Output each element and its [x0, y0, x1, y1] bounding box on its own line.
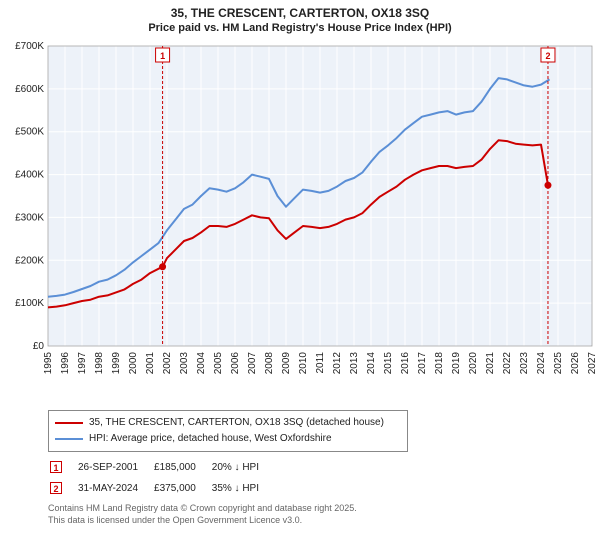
x-axis-tick: 2014: [366, 352, 377, 375]
x-axis-tick: 2021: [485, 352, 496, 375]
marker-box: 1: [50, 461, 62, 473]
x-axis-tick: 2008: [264, 352, 275, 375]
x-axis-tick: 1997: [77, 352, 88, 375]
tx-date: 31-MAY-2024: [78, 479, 152, 498]
x-axis-tick: 2015: [383, 352, 394, 375]
chart-title-line2: Price paid vs. HM Land Registry's House …: [0, 22, 600, 34]
x-axis-tick: 2000: [128, 352, 139, 375]
marker-label: 1: [160, 51, 165, 61]
x-axis-tick: 2027: [587, 352, 598, 375]
tx-price: £375,000: [154, 479, 210, 498]
x-axis-tick: 2002: [162, 352, 173, 375]
x-axis-tick: 1996: [60, 352, 71, 375]
transaction-table: 1 26-SEP-2001£185,00020% ↓ HPI 2 31-MAY-202…: [48, 456, 275, 500]
x-axis-tick: 2006: [230, 352, 241, 375]
y-axis-tick: £700K: [15, 41, 44, 52]
y-axis-tick: £600K: [15, 84, 44, 95]
x-axis-tick: 2023: [519, 352, 530, 375]
footer-line1: Contains HM Land Registry data © Crown c…: [48, 502, 600, 514]
x-axis-tick: 2020: [468, 352, 479, 375]
x-axis-tick: 1999: [111, 352, 122, 375]
line-chart: £0 £100K £200K £300K £400K £500K £600K £700K 199…: [0, 36, 600, 406]
x-axis-tick: 2019: [451, 352, 462, 375]
x-axis-tick: 2025: [553, 352, 564, 375]
legend-row: HPI: Average price, detached house, West…: [55, 431, 401, 447]
x-axis-tick: 1995: [43, 352, 54, 375]
x-axis-tick: 2009: [281, 352, 292, 375]
marker-box: 2: [50, 482, 62, 494]
legend: 35, THE CRESCENT, CARTERTON, OX18 3SQ (d…: [48, 410, 408, 452]
footer-attribution: Contains HM Land Registry data © Crown c…: [48, 502, 600, 526]
x-axis-tick: 2007: [247, 352, 258, 375]
y-axis-tick: £100K: [15, 298, 44, 309]
tx-delta: 20% ↓ HPI: [212, 458, 273, 477]
legend-label: 35, THE CRESCENT, CARTERTON, OX18 3SQ (d…: [89, 415, 384, 431]
legend-swatch: [55, 438, 83, 440]
x-axis-tick: 2017: [417, 352, 428, 375]
x-axis-tick: 2005: [213, 352, 224, 375]
x-axis-tick: 2001: [145, 352, 156, 375]
table-row: 1 26-SEP-2001£185,00020% ↓ HPI: [50, 458, 273, 477]
tx-date: 26-SEP-2001: [78, 458, 152, 477]
x-axis-tick: 2003: [179, 352, 190, 375]
footer-line2: This data is licensed under the Open Gov…: [48, 514, 600, 526]
y-axis-tick: £400K: [15, 170, 44, 181]
x-axis-tick: 2011: [315, 352, 326, 374]
x-axis-tick: 2016: [400, 352, 411, 375]
tx-price: £185,000: [154, 458, 210, 477]
x-axis-tick: 2026: [570, 352, 581, 375]
tx-delta: 35% ↓ HPI: [212, 479, 273, 498]
x-axis-tick: 2024: [536, 352, 547, 375]
x-axis-tick: 2022: [502, 352, 513, 375]
y-axis-tick: £300K: [15, 212, 44, 223]
x-axis-tick: 2013: [349, 352, 360, 375]
x-axis-tick: 2012: [332, 352, 343, 375]
chart-area: £0 £100K £200K £300K £400K £500K £600K £700K 199…: [0, 36, 600, 406]
x-axis-tick: 2018: [434, 352, 445, 375]
table-row: 2 31-MAY-2024£375,00035% ↓ HPI: [50, 479, 273, 498]
legend-row: 35, THE CRESCENT, CARTERTON, OX18 3SQ (d…: [55, 415, 401, 431]
y-axis-tick: £500K: [15, 127, 44, 138]
x-axis-tick: 1998: [94, 352, 105, 375]
x-axis-tick: 2004: [196, 352, 207, 375]
chart-title-line1: 35, THE CRESCENT, CARTERTON, OX18 3SQ: [0, 6, 600, 20]
legend-swatch: [55, 422, 83, 424]
marker-label: 2: [545, 51, 550, 61]
y-axis-tick: £200K: [15, 255, 44, 266]
x-axis-tick: 2010: [298, 352, 309, 375]
legend-label: HPI: Average price, detached house, West…: [89, 431, 332, 447]
y-axis-tick: £0: [33, 341, 45, 352]
